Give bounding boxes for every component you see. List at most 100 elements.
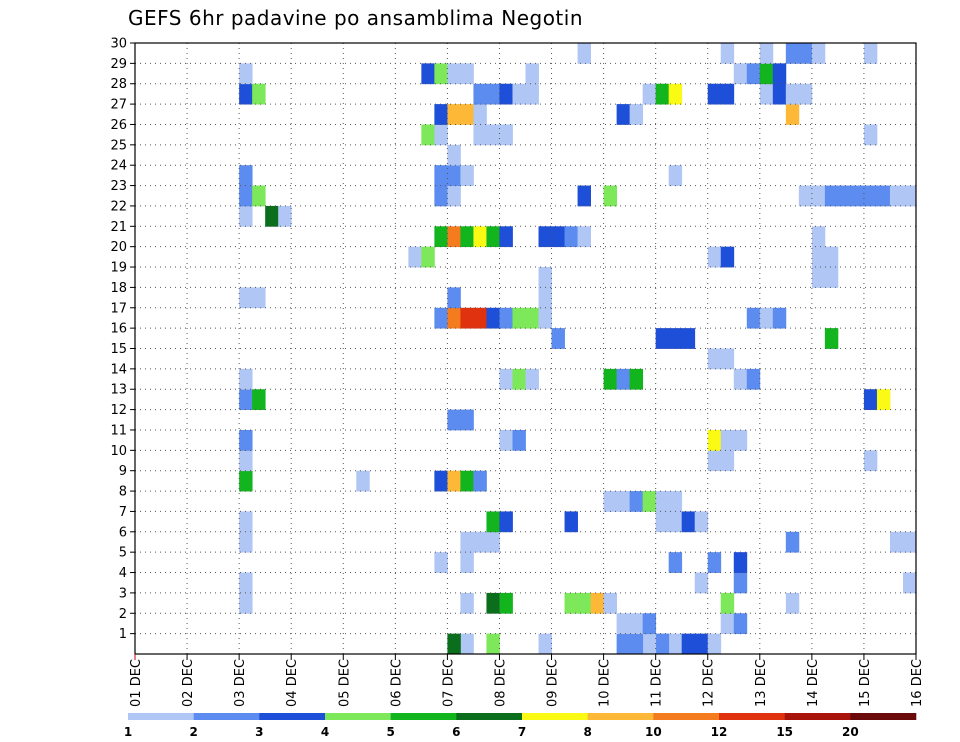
heatmap-cell bbox=[564, 592, 578, 614]
heatmap-cell bbox=[434, 552, 448, 573]
heatmap-cell bbox=[629, 633, 644, 655]
heatmap-cell bbox=[655, 491, 670, 512]
heatmap-cell bbox=[239, 368, 253, 390]
colorbar-segment bbox=[259, 713, 326, 720]
heatmap-cell bbox=[707, 246, 722, 268]
heatmap-cell bbox=[681, 511, 696, 533]
chart-title: GEFS 6hr padavine po ansamblima Negotin bbox=[128, 6, 584, 30]
y-tick-label: 4 bbox=[119, 566, 127, 581]
colorbar-label: 2 bbox=[189, 725, 197, 739]
heatmap-cell bbox=[616, 613, 631, 635]
heatmap-cell bbox=[447, 307, 461, 329]
heatmap-cell bbox=[447, 63, 461, 85]
heatmap-cell bbox=[473, 307, 487, 329]
heatmap-cell bbox=[655, 633, 670, 655]
heatmap-cell bbox=[733, 552, 748, 573]
heatmap-cell bbox=[473, 83, 487, 105]
heatmap-cell bbox=[720, 83, 735, 105]
heatmap-cell bbox=[460, 165, 474, 186]
heatmap-cell bbox=[707, 429, 722, 451]
heatmap-cell bbox=[694, 572, 709, 594]
heatmap-cell bbox=[746, 368, 761, 390]
heatmap-cell bbox=[707, 83, 722, 105]
heatmap-cell bbox=[239, 592, 253, 614]
y-tick-label: 12 bbox=[110, 403, 127, 418]
y-tick-label: 15 bbox=[110, 342, 127, 357]
heatmap-cell bbox=[239, 83, 253, 105]
heatmap-cell bbox=[538, 307, 552, 329]
x-tick-label: 07 DEC bbox=[441, 659, 456, 707]
colorbar-segment bbox=[653, 713, 720, 720]
heatmap-cell bbox=[707, 450, 722, 472]
colorbar-segment bbox=[784, 713, 851, 720]
heatmap-cell bbox=[486, 633, 500, 655]
heatmap-cell bbox=[629, 491, 644, 512]
heatmap-cell bbox=[629, 368, 644, 390]
heatmap-cell bbox=[239, 450, 253, 472]
heatmap-cell bbox=[733, 429, 748, 451]
colorbar-label: 7 bbox=[518, 725, 526, 739]
colorbar-label: 12 bbox=[711, 725, 728, 739]
colorbar-label: 5 bbox=[386, 725, 394, 739]
colorbar-label: 8 bbox=[583, 725, 591, 739]
colorbar-segment bbox=[587, 713, 654, 720]
colorbar-segment bbox=[128, 713, 194, 720]
heatmap-cell bbox=[499, 226, 513, 248]
colorbar-label: 10 bbox=[645, 725, 662, 739]
heatmap-cell bbox=[642, 613, 657, 635]
heatmap-cell bbox=[525, 63, 539, 85]
heatmap-cell bbox=[421, 124, 435, 146]
heatmap-cell bbox=[668, 328, 683, 349]
heatmap-cell bbox=[720, 246, 735, 268]
heatmap-cell bbox=[616, 491, 631, 512]
colorbar-segment bbox=[456, 713, 523, 720]
heatmap-cell bbox=[668, 552, 683, 573]
heatmap-cell bbox=[460, 409, 474, 431]
heatmap-cell bbox=[603, 491, 618, 512]
heatmap-cell bbox=[538, 633, 552, 655]
heatmap-cell bbox=[746, 63, 761, 85]
x-tick-label: 06 DEC bbox=[389, 659, 404, 707]
heatmap-cell bbox=[278, 205, 292, 227]
colorbar-segment bbox=[325, 713, 391, 720]
heatmap-cell bbox=[603, 592, 618, 614]
colorbar-segment bbox=[719, 713, 785, 720]
colorbar-segment bbox=[850, 713, 917, 720]
heatmap-cell bbox=[889, 185, 904, 207]
heatmap-cell bbox=[772, 307, 787, 329]
heatmap-cell bbox=[772, 83, 787, 105]
heatmap-cell bbox=[564, 226, 578, 248]
heatmap-cell bbox=[863, 450, 878, 472]
colorbar-segment bbox=[193, 713, 260, 720]
heatmap-cell bbox=[434, 63, 448, 85]
heatmap-cell bbox=[460, 307, 474, 329]
heatmap-cell bbox=[473, 226, 487, 248]
heatmap-cell bbox=[486, 124, 500, 146]
heatmap-cell bbox=[603, 368, 618, 390]
heatmap-cell bbox=[239, 389, 253, 410]
y-tick-label: 2 bbox=[119, 607, 127, 622]
heatmap-cell bbox=[733, 613, 748, 635]
heatmap-cell bbox=[512, 307, 526, 329]
heatmap-cell bbox=[434, 165, 448, 186]
heatmap-cell bbox=[720, 450, 735, 472]
heatmap-cell bbox=[759, 307, 774, 329]
heatmap-cell bbox=[252, 287, 266, 309]
heatmap-cell bbox=[239, 205, 253, 227]
heatmap-cell bbox=[265, 205, 279, 227]
heatmap-cell bbox=[863, 43, 878, 64]
heatmap-cell bbox=[239, 531, 253, 553]
heatmap-cell bbox=[694, 633, 709, 655]
heatmap-cell bbox=[499, 429, 513, 451]
y-tick-label: 5 bbox=[119, 546, 127, 561]
heatmap-cell bbox=[785, 83, 800, 105]
heatmap-cell bbox=[603, 185, 618, 207]
heatmap-cell bbox=[707, 552, 722, 573]
grid-lines bbox=[135, 43, 916, 654]
heatmap-cell bbox=[616, 633, 631, 655]
heatmap-cell bbox=[733, 63, 748, 85]
heatmap-cell bbox=[720, 43, 735, 64]
heatmap-cell bbox=[460, 63, 474, 85]
heatmap-cell bbox=[863, 389, 878, 410]
y-tick-label: 11 bbox=[110, 423, 127, 438]
